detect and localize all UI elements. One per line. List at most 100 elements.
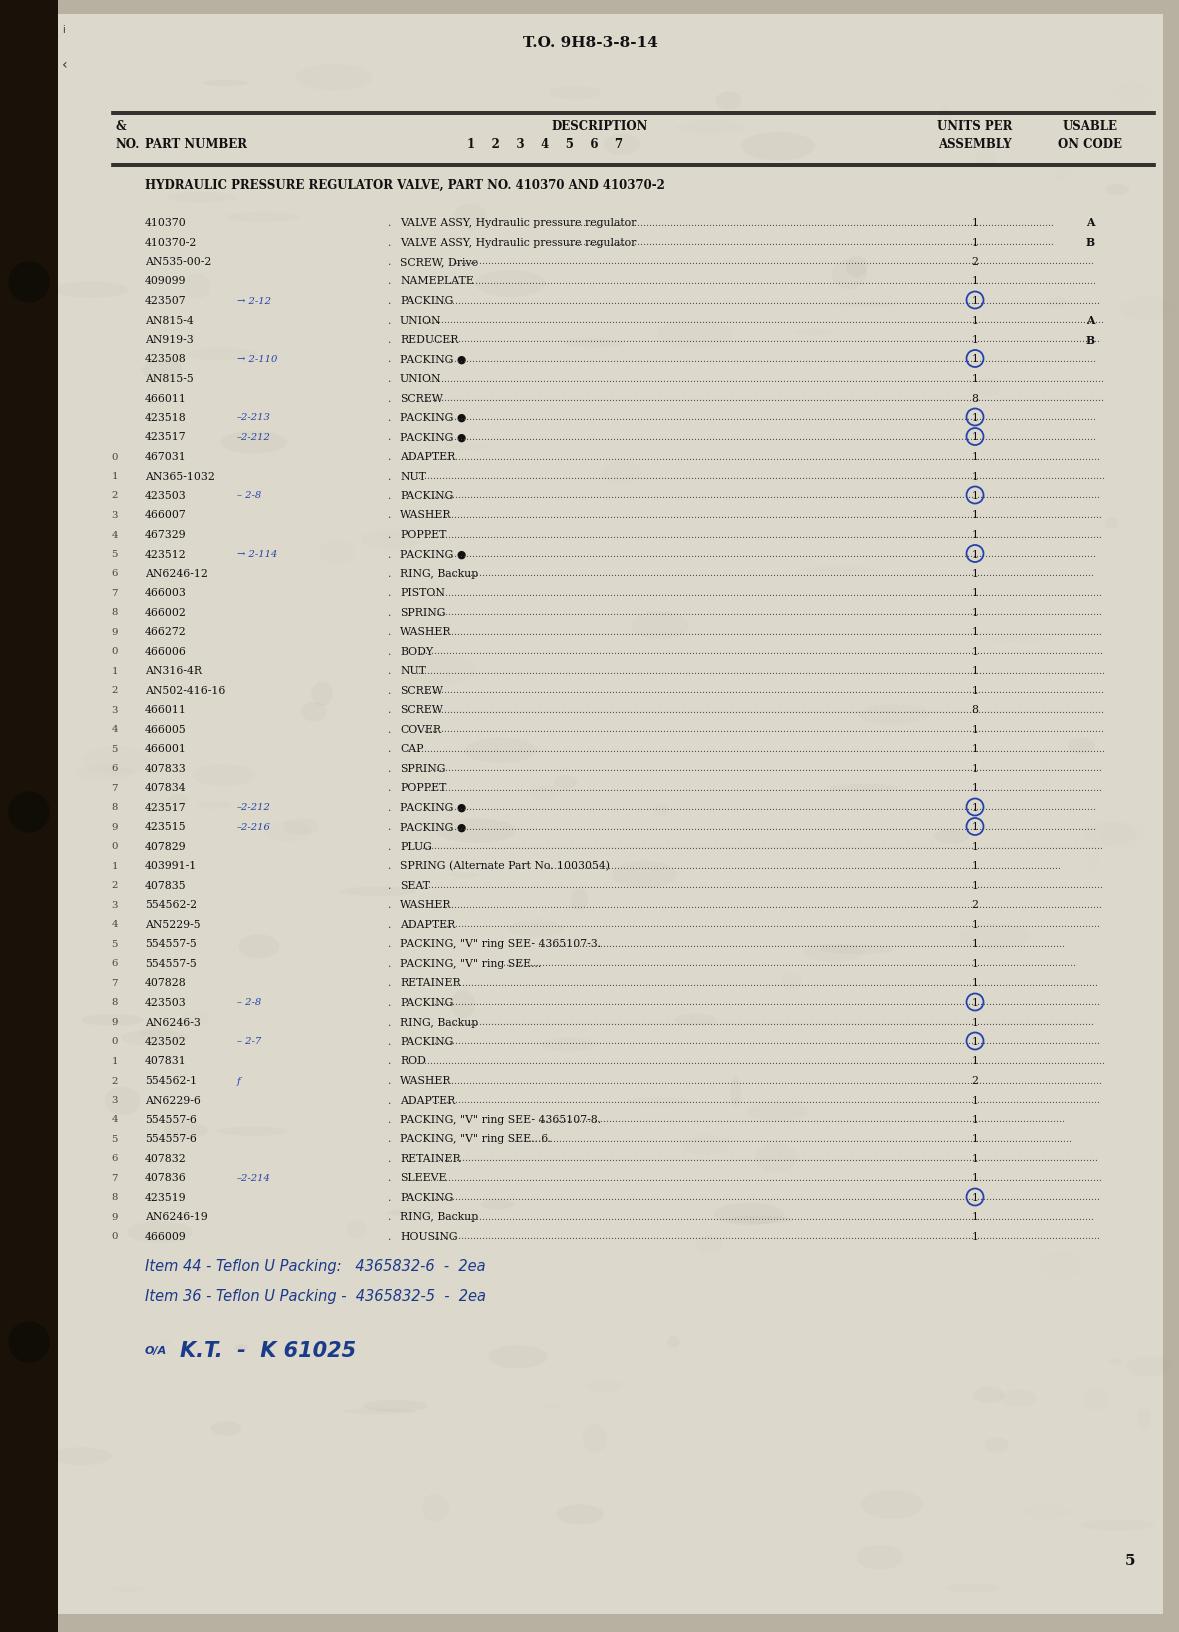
Text: 1: 1 bbox=[112, 472, 118, 481]
Text: ................................................................................: ........................................… bbox=[427, 1173, 1102, 1182]
Ellipse shape bbox=[1105, 184, 1129, 196]
Text: CAP: CAP bbox=[400, 744, 423, 754]
Text: 1: 1 bbox=[971, 452, 979, 462]
Text: ................................................................................: ........................................… bbox=[415, 744, 1105, 754]
Text: ................................................................................: ........................................… bbox=[432, 452, 1100, 462]
Text: 6: 6 bbox=[112, 570, 118, 578]
Text: WASHER: WASHER bbox=[400, 627, 452, 636]
Text: ................................................................................: ........................................… bbox=[440, 413, 1096, 423]
Text: .: . bbox=[388, 295, 391, 305]
Text: ................................................................................: ........................................… bbox=[440, 354, 1096, 364]
Text: .: . bbox=[388, 256, 391, 268]
Text: PACKING: PACKING bbox=[400, 295, 454, 305]
Ellipse shape bbox=[727, 1216, 792, 1224]
Text: SCREW: SCREW bbox=[400, 685, 443, 695]
Text: 554562-2: 554562-2 bbox=[145, 899, 197, 911]
Text: POPPET: POPPET bbox=[400, 783, 447, 793]
Text: 2: 2 bbox=[112, 491, 118, 499]
Text: 1: 1 bbox=[971, 862, 979, 871]
Text: B: B bbox=[1086, 335, 1094, 346]
Text: i: i bbox=[62, 24, 65, 34]
Text: 423517: 423517 bbox=[145, 432, 186, 442]
Text: 407828: 407828 bbox=[145, 978, 186, 987]
Text: .: . bbox=[388, 315, 391, 325]
Text: 466272: 466272 bbox=[145, 627, 186, 636]
Text: NAMEPLATE: NAMEPLATE bbox=[400, 276, 474, 286]
Text: 1    2    3    4    5    6    7: 1 2 3 4 5 6 7 bbox=[467, 137, 623, 150]
Text: .: . bbox=[388, 548, 391, 560]
Text: .: . bbox=[388, 646, 391, 656]
Text: ................................................................................: ........................................… bbox=[452, 1213, 1094, 1221]
Text: 1: 1 bbox=[971, 1154, 979, 1164]
Text: ................................................................................: ........................................… bbox=[427, 783, 1102, 793]
Text: 4: 4 bbox=[112, 1115, 118, 1124]
Text: AN316-4R: AN316-4R bbox=[145, 666, 202, 676]
Text: ................................................................................: ........................................… bbox=[415, 472, 1105, 481]
Text: 0: 0 bbox=[112, 842, 118, 850]
Text: SPRING: SPRING bbox=[400, 607, 446, 617]
Text: RETAINER: RETAINER bbox=[400, 978, 461, 987]
Text: ................................................................................: ........................................… bbox=[423, 393, 1105, 403]
Text: AN6246-12: AN6246-12 bbox=[145, 568, 208, 579]
Text: SCREW, Drive: SCREW, Drive bbox=[400, 256, 477, 268]
Text: ................................................................................: ........................................… bbox=[435, 1154, 1099, 1162]
Text: 1: 1 bbox=[971, 919, 979, 930]
Text: 1: 1 bbox=[971, 627, 979, 636]
Text: .: . bbox=[388, 899, 391, 911]
Ellipse shape bbox=[934, 829, 969, 844]
Text: PACKING ●: PACKING ● bbox=[400, 548, 467, 560]
Text: 423508: 423508 bbox=[145, 354, 186, 364]
Text: HYDRAULIC PRESSURE REGULATOR VALVE, PART NO. 410370 AND 410370-2: HYDRAULIC PRESSURE REGULATOR VALVE, PART… bbox=[145, 178, 665, 191]
Text: .: . bbox=[388, 1154, 391, 1164]
Ellipse shape bbox=[202, 82, 249, 86]
Text: 6: 6 bbox=[112, 960, 118, 968]
Text: PACKING ●: PACKING ● bbox=[400, 823, 467, 832]
Text: → 2-12: → 2-12 bbox=[237, 297, 271, 305]
Text: 3: 3 bbox=[112, 1095, 118, 1105]
Text: AN5229-5: AN5229-5 bbox=[145, 919, 200, 930]
Ellipse shape bbox=[105, 1087, 140, 1116]
Text: 9: 9 bbox=[112, 1017, 118, 1027]
Text: A: A bbox=[1086, 217, 1094, 228]
Text: 1: 1 bbox=[971, 1193, 979, 1203]
Text: UNITS PER: UNITS PER bbox=[937, 119, 1013, 132]
Text: PACKING: PACKING bbox=[400, 1036, 454, 1046]
Text: PACKING ●: PACKING ● bbox=[400, 803, 467, 813]
Text: –2-216: –2-216 bbox=[237, 823, 271, 831]
Text: 466005: 466005 bbox=[145, 725, 186, 734]
Text: ................................................................................: ........................................… bbox=[427, 1075, 1102, 1085]
Text: PACKING, "V" ring SEE...: PACKING, "V" ring SEE... bbox=[400, 958, 541, 968]
Ellipse shape bbox=[235, 1345, 248, 1351]
Text: 1: 1 bbox=[971, 1173, 979, 1183]
Text: 466006: 466006 bbox=[145, 646, 187, 656]
Text: PACKING ●: PACKING ● bbox=[400, 413, 467, 423]
Text: .: . bbox=[388, 588, 391, 599]
Text: → 2-114: → 2-114 bbox=[237, 550, 277, 558]
Text: 1: 1 bbox=[971, 548, 979, 560]
Text: 0: 0 bbox=[112, 1232, 118, 1240]
Text: 2: 2 bbox=[971, 256, 979, 268]
Text: ................................................................................: ........................................… bbox=[440, 803, 1096, 813]
Text: .: . bbox=[388, 666, 391, 676]
Text: NO.: NO. bbox=[116, 137, 139, 150]
Text: NUT: NUT bbox=[400, 666, 426, 676]
Text: 1: 1 bbox=[971, 1134, 979, 1144]
Text: 423518: 423518 bbox=[145, 413, 186, 423]
Ellipse shape bbox=[363, 1400, 428, 1412]
Text: .: . bbox=[388, 744, 391, 754]
Text: ................................................................................: ........................................… bbox=[565, 238, 1054, 246]
Text: 6: 6 bbox=[112, 764, 118, 774]
Text: ‹: ‹ bbox=[62, 59, 67, 72]
Text: ................................................................................: ........................................… bbox=[432, 1232, 1100, 1240]
Text: ADAPTER: ADAPTER bbox=[400, 919, 455, 930]
Text: 4: 4 bbox=[112, 725, 118, 734]
Ellipse shape bbox=[571, 888, 588, 911]
Text: 1: 1 bbox=[971, 880, 979, 891]
Text: O/A: O/A bbox=[145, 1346, 167, 1356]
Text: REDUCER: REDUCER bbox=[400, 335, 459, 344]
Text: 8: 8 bbox=[112, 997, 118, 1007]
Text: 1: 1 bbox=[971, 803, 979, 813]
Text: 8: 8 bbox=[971, 393, 979, 403]
Text: 1: 1 bbox=[971, 685, 979, 695]
Text: 407829: 407829 bbox=[145, 842, 186, 852]
